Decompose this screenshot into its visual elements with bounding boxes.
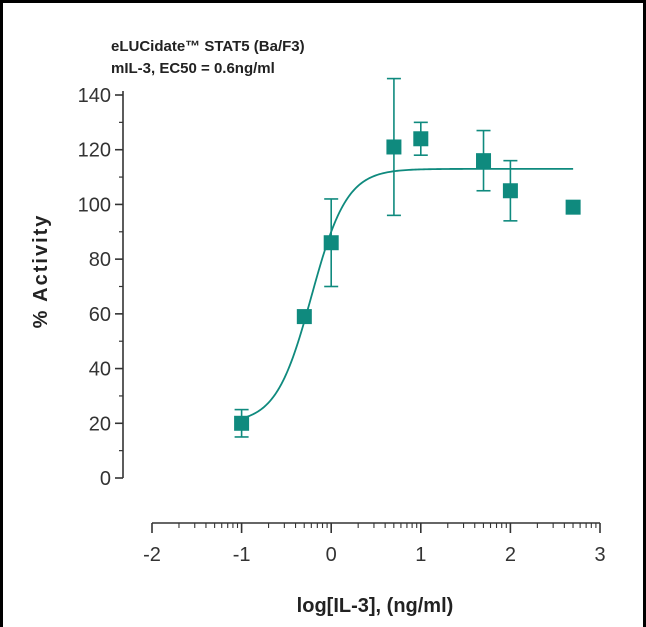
data-point: [476, 153, 492, 169]
y-tick-label: 0: [100, 468, 111, 490]
x-tick-label: 3: [594, 544, 605, 566]
chart-canvas: eLUCidate™ STAT5 (Ba/F3) mIL-3, EC50 = 0…: [30, 25, 606, 617]
x-tick-label: 1: [415, 544, 426, 566]
chart-title-line-2: mIL-3, EC50 = 0.6ng/ml: [111, 60, 275, 77]
x-axis: -2 -1 0 1 2 3: [143, 522, 606, 566]
y-tick-label: 20: [89, 413, 111, 435]
y-tick-label: 120: [78, 140, 111, 162]
fit-curve: [241, 167, 574, 420]
y-tick-label: 60: [89, 304, 111, 326]
data-point: [296, 309, 312, 325]
data-point: [234, 415, 250, 431]
data-point: [565, 199, 581, 215]
fit-curve-layer: [241, 167, 574, 420]
x-tick-label: -2: [143, 544, 161, 566]
y-tick-label: 140: [78, 85, 111, 107]
y-tick-label: 40: [89, 359, 111, 381]
title-box: [103, 25, 398, 97]
x-axis-title: log[IL-3], (ng/ml): [297, 595, 454, 617]
y-axis-title: % Activity: [30, 214, 52, 329]
chart-title-line-1: eLUCidate™ STAT5 (Ba/F3): [111, 38, 305, 55]
data-point: [502, 183, 518, 199]
data-point: [323, 235, 339, 251]
x-tick-label: 2: [505, 544, 516, 566]
y-tick-label: 100: [78, 194, 111, 216]
data-point: [386, 139, 402, 155]
data-point: [413, 131, 429, 147]
y-tick-label: 80: [89, 249, 111, 271]
x-tick-label: 0: [326, 544, 337, 566]
x-tick-label: -1: [233, 544, 251, 566]
data-points-layer: [234, 77, 581, 438]
y-axis: 0 20 40 60 80 100 120 140: [78, 85, 124, 490]
